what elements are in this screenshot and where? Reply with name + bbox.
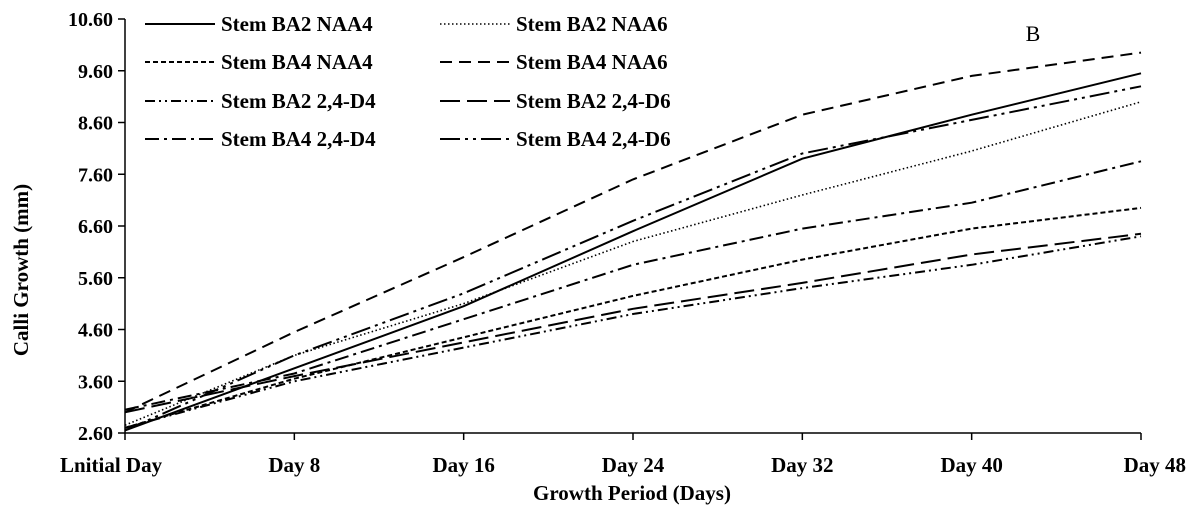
y-tick-label: 2.60 [78, 423, 113, 445]
y-tick-label: 9.60 [78, 61, 113, 83]
series-line-2 [124, 101, 1142, 426]
y-tick-label: 10.60 [68, 9, 113, 31]
x-tick-label: Day 48 [1124, 453, 1186, 477]
series-line-3 [124, 206, 1142, 429]
x-axis-title: Growth Period (Days) [533, 481, 731, 505]
series-line-1 [124, 72, 1142, 432]
y-axis-title: Calli Growth (mm) [9, 184, 33, 356]
y-tick-label: 6.60 [78, 216, 113, 238]
legend-label-4: Stem BA4 NAA6 [516, 50, 668, 74]
x-tick-label: Day 8 [268, 453, 320, 477]
y-tick-label: 8.60 [78, 113, 113, 135]
x-tick-label: Day 32 [771, 453, 833, 477]
legend-label-8: Stem BA4 2,4-D6 [516, 127, 671, 151]
y-tick-label: 4.60 [78, 320, 113, 342]
x-tick-label: Lnitial Day [60, 453, 163, 477]
y-tick-label: 5.60 [78, 268, 113, 290]
x-tick-label: Day 24 [602, 453, 665, 477]
y-tick-label: 7.60 [78, 164, 113, 186]
panel-label: B [1026, 21, 1041, 46]
x-tick-label: Day 40 [940, 453, 1002, 477]
series-line-6 [124, 232, 1142, 414]
series-line-4 [124, 51, 1142, 414]
legend-label-3: Stem BA4 NAA4 [221, 50, 373, 74]
legend-label-2: Stem BA2 NAA6 [516, 12, 668, 36]
series-line-7 [124, 160, 1142, 411]
legend-label-1: Stem BA2 NAA4 [221, 12, 373, 36]
legend-label-5: Stem BA2 2,4-D4 [221, 89, 376, 113]
series-line-8 [124, 85, 1142, 432]
series-line-5 [124, 235, 1142, 429]
y-tick-label: 3.60 [78, 371, 113, 393]
legend-label-6: Stem BA2 2,4-D6 [516, 89, 671, 113]
x-tick-label: Day 16 [432, 453, 494, 477]
legend-label-7: Stem BA4 2,4-D4 [221, 127, 376, 151]
